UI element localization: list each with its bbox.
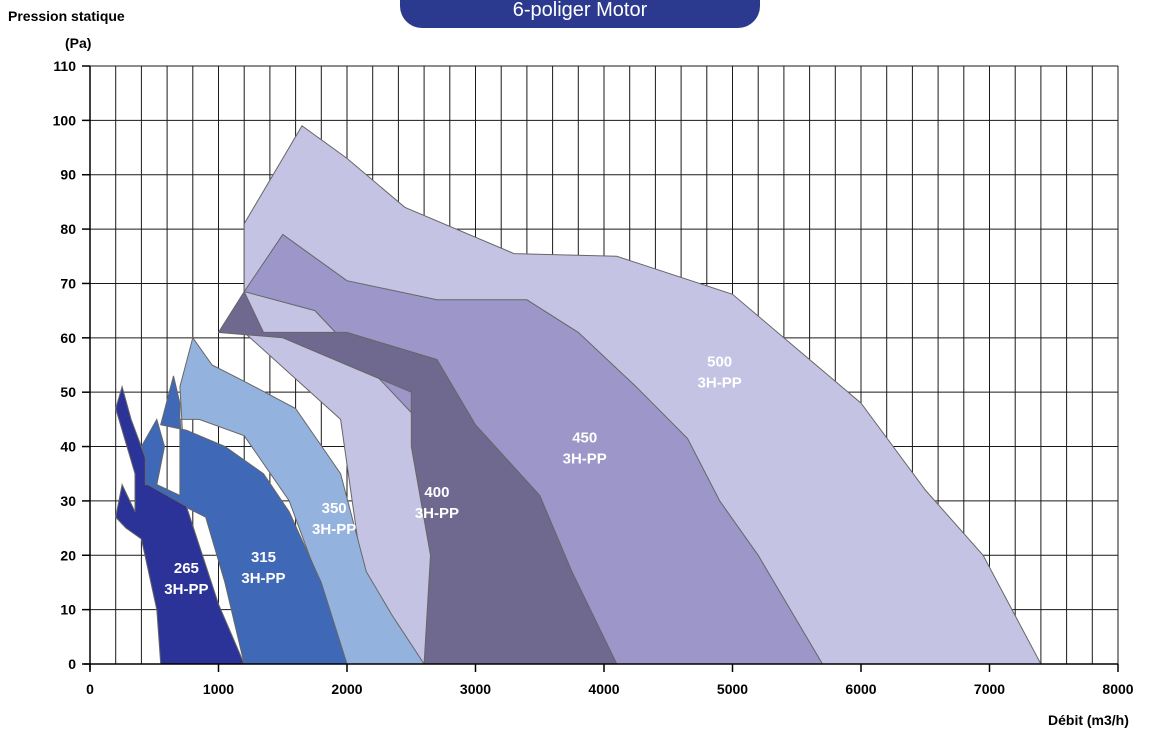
series-sublabel-265: 3H-PP bbox=[164, 581, 208, 598]
x-tick-label: 8000 bbox=[1102, 681, 1133, 697]
series-sublabel-400: 3H-PP bbox=[415, 505, 459, 522]
performance-area-265 bbox=[115, 384, 245, 665]
series-label-315: 315 bbox=[251, 549, 276, 566]
performance-areas bbox=[115, 125, 1042, 665]
y-axis-unit: (Pa) bbox=[65, 35, 91, 51]
performance-area-315 bbox=[140, 375, 348, 665]
x-tick-label: 6000 bbox=[845, 681, 876, 697]
series-sublabel-500: 3H-PP bbox=[698, 374, 742, 391]
series-sublabel-350: 3H-PP bbox=[312, 521, 356, 538]
motor-type-banner: 6-poliger Motor bbox=[400, 0, 760, 28]
y-tick-label: 100 bbox=[53, 112, 77, 128]
x-tick-label: 5000 bbox=[717, 681, 748, 697]
axes: 0 10 20 30 40 50 60 70 80 90 100 110 0 1000 2000 3000 40… bbox=[53, 58, 1134, 697]
x-tick-label: 0 bbox=[86, 681, 94, 697]
y-tick-label: 80 bbox=[60, 221, 76, 237]
y-tick-label: 70 bbox=[60, 275, 76, 291]
series-sublabel-450: 3H-PP bbox=[563, 451, 607, 468]
performance-area-400 bbox=[217, 290, 618, 665]
y-axis-label-line2: (Pa) bbox=[65, 35, 92, 51]
series-label-500: 500 bbox=[707, 353, 732, 370]
y-tick-label: 30 bbox=[60, 493, 76, 509]
x-tick-label: 1000 bbox=[203, 681, 234, 697]
y-tick-label: 10 bbox=[60, 602, 76, 618]
x-tick-label: 2000 bbox=[331, 681, 362, 697]
y-tick-label: 90 bbox=[60, 167, 76, 183]
y-axis-label-line1: Pression statique bbox=[8, 8, 125, 24]
x-axis-label: Débit (m3/h) bbox=[1048, 712, 1129, 728]
y-tick-label: 110 bbox=[53, 58, 76, 74]
series-sublabel-315: 3H-PP bbox=[241, 570, 285, 587]
series-label-450: 450 bbox=[572, 430, 597, 447]
y-tick-label: 20 bbox=[60, 547, 76, 563]
series-label-265: 265 bbox=[174, 560, 199, 577]
x-tick-label: 4000 bbox=[588, 681, 619, 697]
x-tick-label: 7000 bbox=[974, 681, 1005, 697]
series-labels: 500 3H-PP 450 3H-PP 400 3H-PP 350 3H-PP 315 3H-PP… bbox=[164, 353, 741, 598]
y-tick-label: 50 bbox=[60, 384, 76, 400]
y-tick-label: 0 bbox=[68, 656, 76, 672]
banner-text: 6-poliger Motor bbox=[512, 0, 648, 21]
x-axis-label-text: Débit (m3/h) bbox=[1048, 712, 1129, 728]
series-label-400: 400 bbox=[424, 484, 449, 501]
y-tick-label: 60 bbox=[60, 330, 76, 346]
x-tick-label: 3000 bbox=[460, 681, 491, 697]
series-label-350: 350 bbox=[322, 500, 347, 517]
y-tick-label: 40 bbox=[60, 439, 76, 455]
y-axis-label: Pression statique bbox=[8, 8, 125, 24]
